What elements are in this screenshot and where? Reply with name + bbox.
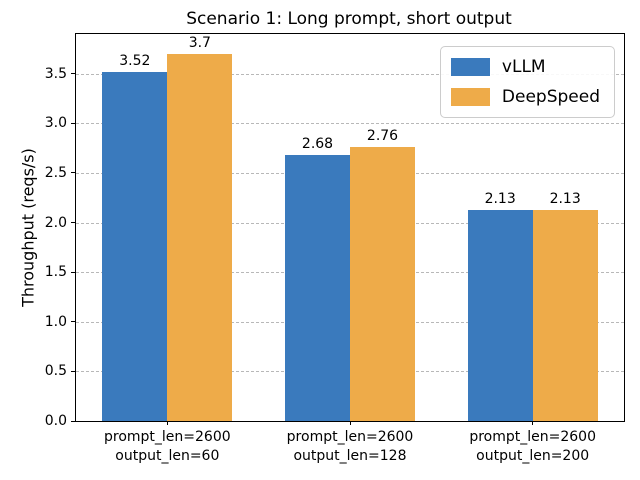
- y-tick-label: 0.5: [44, 363, 67, 380]
- y-tick-label: 1.5: [44, 264, 67, 281]
- bar-value-label: 3.52: [119, 52, 151, 69]
- y-tick-label: 2.5: [44, 164, 67, 181]
- y-tick-label: 3.5: [44, 65, 67, 82]
- bar-value-label: 2.13: [549, 190, 581, 207]
- y-tick-mark: [71, 370, 75, 372]
- legend-item-vllm: vLLM: [450, 57, 600, 77]
- legend-label-deepspeed: DeepSpeed: [501, 87, 600, 107]
- legend-label-vllm: vLLM: [501, 57, 546, 77]
- y-tick-label: 3.0: [44, 115, 67, 132]
- x-tick-label: prompt_len=2600 output_len=128: [286, 429, 414, 464]
- bar-vllm-1: [285, 155, 350, 421]
- y-tick-mark: [71, 420, 75, 422]
- grid-line: [76, 123, 624, 125]
- bar-deepspeed-0: [167, 53, 233, 421]
- y-tick-label: 0.0: [44, 413, 67, 429]
- y-axis-label: Throughput (reqs/s): [18, 148, 38, 307]
- x-tick-label: prompt_len=2600 output_len=200: [469, 429, 596, 464]
- bar-value-label: 3.7: [188, 34, 211, 51]
- x-tick-mark: [166, 421, 168, 425]
- x-tick-mark: [349, 421, 351, 425]
- legend-swatch-vllm: [450, 58, 490, 76]
- chart-title: Scenario 1: Long prompt, short output: [186, 9, 512, 29]
- bar-value-label: 2.13: [484, 190, 516, 207]
- bar-deepspeed-2: [532, 209, 598, 421]
- grid-line: [76, 73, 624, 75]
- y-tick-mark: [71, 271, 75, 273]
- bar-deepspeed-1: [350, 147, 415, 421]
- legend-swatch-deepspeed: [450, 88, 490, 106]
- x-tick-label: prompt_len=2600 output_len=60: [104, 429, 231, 464]
- y-tick-mark: [71, 172, 75, 174]
- bar-vllm-2: [467, 209, 533, 421]
- y-tick-mark: [71, 73, 75, 75]
- x-tick-mark: [532, 421, 534, 425]
- legend: vLLM DeepSpeed: [439, 46, 615, 118]
- bar-value-label: 2.76: [366, 128, 399, 145]
- y-tick-mark: [71, 122, 75, 124]
- bar-vllm-0: [102, 71, 168, 421]
- legend-item-deepspeed: DeepSpeed: [450, 87, 600, 107]
- bar-value-label: 2.68: [301, 136, 334, 153]
- y-tick-mark: [71, 321, 75, 323]
- y-tick-mark: [71, 222, 75, 224]
- y-tick-label: 2.0: [44, 214, 67, 231]
- plot-area: vLLM DeepSpeed 0.0 0.5 1.0 1.5 2.0 2.5 3.0 3.5 p…: [45, 33, 625, 464]
- y-tick-label: 1.0: [44, 313, 67, 330]
